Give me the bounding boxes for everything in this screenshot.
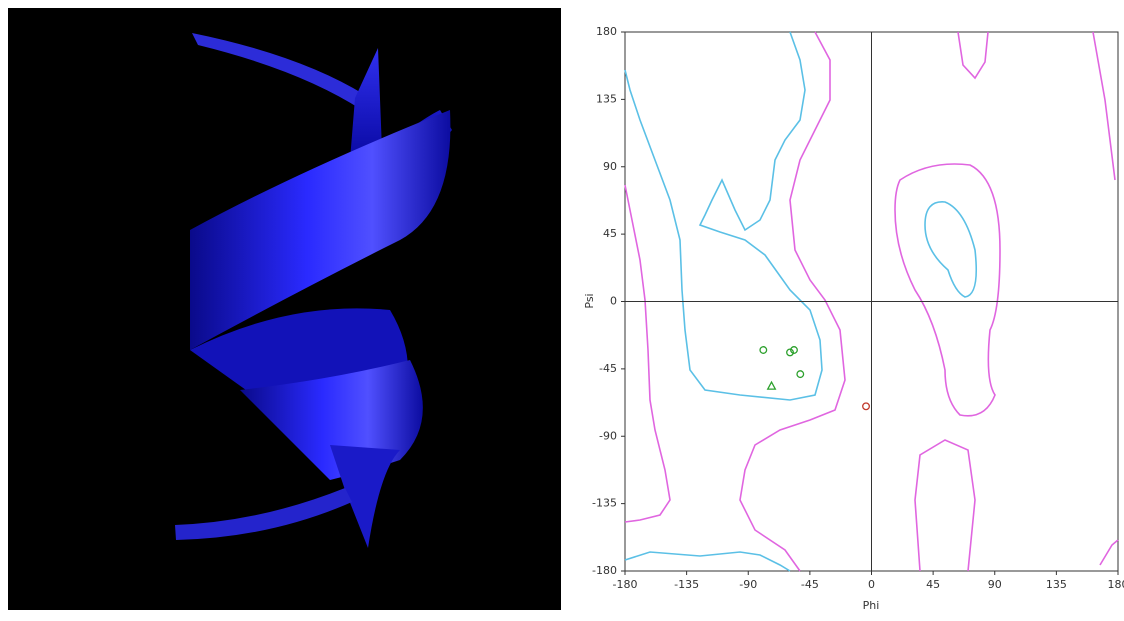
y-tick-label: -180: [592, 564, 617, 577]
y-tick-label: 180: [596, 25, 617, 38]
x-tick-label: -90: [739, 578, 757, 591]
figure: Phi Psi -180 -135 -90 -45 0 45 90 135 180 -180 -13…: [0, 0, 1124, 617]
helix-render: [8, 8, 561, 610]
x-axis-label: Phi: [863, 599, 880, 612]
y-tick-label: 90: [603, 160, 617, 173]
y-axis-label: Psi: [583, 293, 596, 308]
ramachandran: Phi Psi: [583, 32, 1118, 612]
y-tick-label: 135: [596, 92, 617, 105]
y-tick-label: -45: [599, 362, 617, 375]
x-tick-label: 180: [1108, 578, 1124, 591]
x-tick-label: 0: [868, 578, 875, 591]
x-tick-label: 135: [1046, 578, 1067, 591]
x-tick-label: -45: [801, 578, 819, 591]
y-tick-label: 0: [610, 295, 617, 308]
x-tick-label: -180: [613, 578, 638, 591]
x-tick-label: 45: [926, 578, 940, 591]
x-tick-label: 90: [988, 578, 1002, 591]
x-tick-label: -135: [674, 578, 699, 591]
y-tick-label: 45: [603, 227, 617, 240]
page: {"chart_data":{"type":"scatter","xlabel"…: [0, 0, 1124, 621]
y-tick-label: -135: [592, 497, 617, 510]
y-tick-label: -90: [599, 429, 617, 442]
